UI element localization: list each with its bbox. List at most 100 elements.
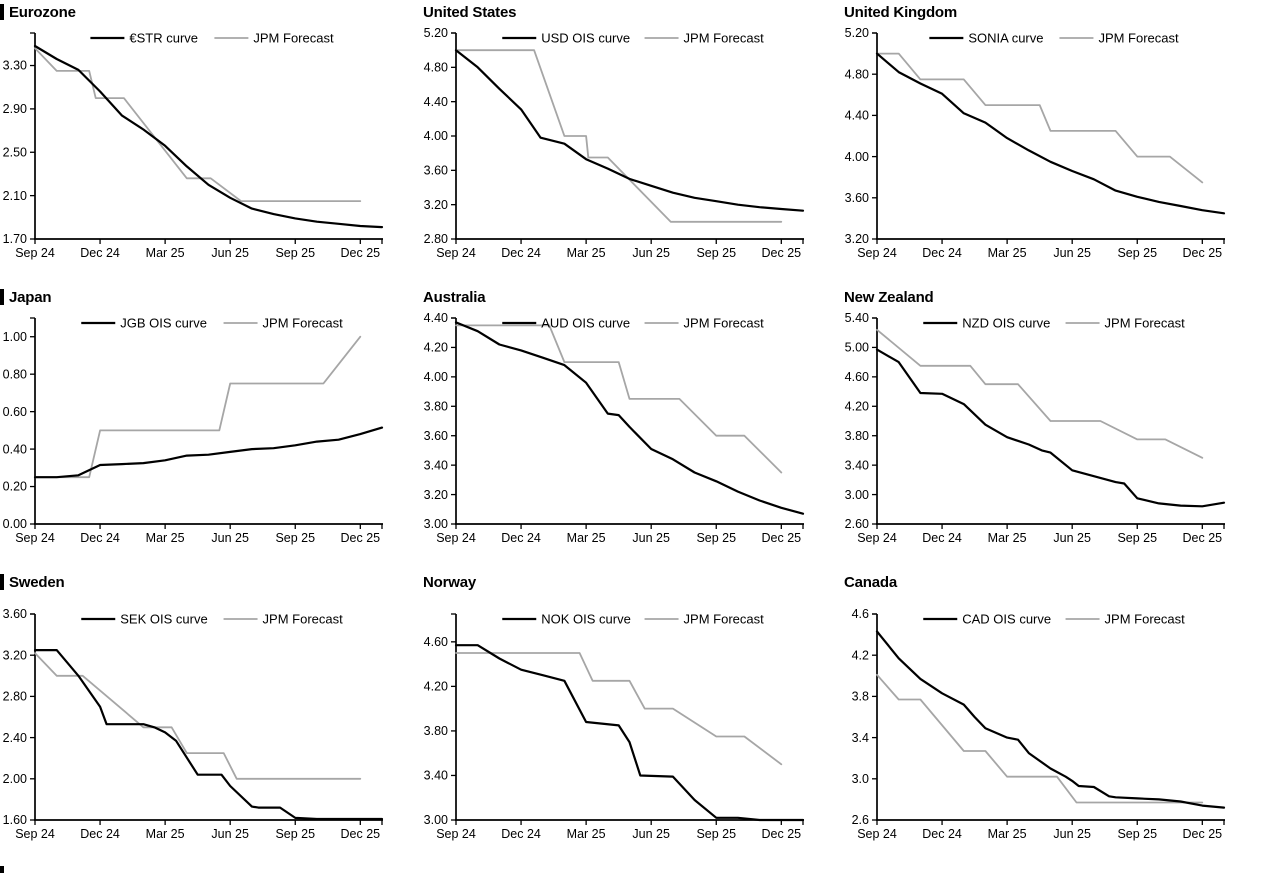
- x-tick-label: Mar 25: [988, 531, 1027, 545]
- x-tick-label: Sep 25: [1117, 531, 1157, 545]
- norway-plot: 3.00 3.40 3.80 4.20 4.60 Sep 24 Dec 24 Mar 25 Ju…: [424, 612, 805, 841]
- chart-eurozone: Eurozone 1.70 2.10 2.50 2.90 3.30 Sep 24 Dec 2…: [0, 0, 421, 285]
- y-tick-label: 3.20: [845, 232, 869, 246]
- legend-label: SEK OIS curve: [120, 612, 207, 627]
- legend: CAD OIS curve JPM Forecast: [923, 612, 1185, 627]
- x-tick-label: Mar 25: [567, 827, 606, 841]
- x-tick-label: Jun 25: [1053, 827, 1091, 841]
- x-tick-label: Sep 24: [436, 531, 476, 545]
- legend-label: AUD OIS curve: [541, 316, 630, 331]
- chart-sweden: Sweden 1.60 2.00 2.40 2.80 3.20 3.60 Sep 24 Dec…: [0, 570, 421, 873]
- y-tick-label: 2.50: [3, 145, 27, 159]
- x-tick-label: Dec 24: [922, 531, 962, 545]
- y-tick-label: 3.60: [845, 191, 869, 205]
- axes: 2.60 3.00 3.40 3.80 4.20 4.60 5.00 5.40 Sep 24 De…: [845, 311, 1225, 545]
- legend: NOK OIS curve JPM Forecast: [502, 612, 764, 627]
- series-ois-curve: [875, 630, 1226, 809]
- y-tick-label: 4.60: [845, 370, 869, 384]
- chart-title: United Kingdom: [844, 3, 958, 21]
- x-tick-label: Mar 25: [567, 246, 606, 260]
- legend-label: JPM Forecast: [263, 316, 344, 331]
- axes: 0.00 0.20 0.40 0.60 0.80 1.00 Sep 24 Dec 24 Mar …: [3, 317, 383, 545]
- y-tick-label: 3.80: [845, 429, 869, 443]
- y-tick-label: 3.80: [424, 724, 448, 738]
- chart-australia: Australia 3.00 3.20 3.40 3.60 3.80 4.00 4.20 4.…: [421, 285, 842, 570]
- y-tick-label: 5.20: [424, 26, 448, 40]
- chart-title: Canada: [844, 573, 897, 591]
- y-tick-label: 0.00: [3, 517, 27, 531]
- axes: 3.00 3.20 3.40 3.60 3.80 4.00 4.20 4.40 Sep 24 De…: [424, 311, 804, 545]
- title-row: Australia: [421, 287, 842, 307]
- legend-label: JPM Forecast: [684, 316, 765, 331]
- legend-label: JPM Forecast: [1105, 612, 1186, 627]
- title-row: Norway: [421, 572, 842, 592]
- x-tick-label: Dec 24: [80, 827, 120, 841]
- legend: JGB OIS curve JPM Forecast: [81, 316, 343, 331]
- legend-label: NZD OIS curve: [962, 316, 1050, 331]
- sweden-plot: 1.60 2.00 2.40 2.80 3.20 3.60 Sep 24 Dec 24 Mar …: [3, 607, 384, 841]
- x-tick-label: Dec 25: [341, 531, 381, 545]
- series-jpm-forecast: [34, 335, 362, 479]
- series-ois-curve: [33, 426, 384, 479]
- x-tick-label: Dec 24: [922, 246, 962, 260]
- x-tick-label: Sep 24: [436, 827, 476, 841]
- title-row: New Zealand: [842, 287, 1264, 307]
- x-tick-label: Jun 25: [211, 531, 249, 545]
- y-tick-label: 3.0: [852, 772, 869, 786]
- series-jpm-forecast: [455, 324, 783, 474]
- japan-plot: 0.00 0.20 0.40 0.60 0.80 1.00 Sep 24 Dec 24 Mar …: [3, 316, 384, 545]
- y-tick-label: 4.00: [845, 150, 869, 164]
- y-tick-label: 3.20: [3, 648, 27, 662]
- section-bar-partial: [0, 866, 4, 873]
- x-tick-label: Mar 25: [146, 531, 185, 545]
- canada-plot: 2.6 3.0 3.4 3.8 4.2 4.6 Sep 24 Dec 24 Mar 25 Jun …: [852, 607, 1226, 841]
- y-tick-label: 0.60: [3, 405, 27, 419]
- x-tick-label: Sep 24: [15, 827, 55, 841]
- y-tick-label: 2.80: [3, 690, 27, 704]
- y-tick-label: 0.40: [3, 442, 27, 456]
- series-jpm-forecast: [34, 47, 362, 203]
- y-tick-label: 4.20: [424, 341, 448, 355]
- x-tick-label: Dec 25: [762, 827, 802, 841]
- y-tick-label: 4.40: [424, 95, 448, 109]
- x-tick-label: Sep 25: [275, 531, 315, 545]
- y-tick-label: 4.40: [845, 109, 869, 123]
- x-tick-label: Jun 25: [211, 827, 249, 841]
- axes: 2.80 3.20 3.60 4.00 4.40 4.80 5.20 Sep 24 Dec 24…: [424, 26, 804, 260]
- legend: SEK OIS curve JPM Forecast: [81, 612, 343, 627]
- new-zealand-plot: 2.60 3.00 3.40 3.80 4.20 4.60 5.00 5.40 Sep 24 De…: [845, 311, 1226, 545]
- legend-label: USD OIS curve: [541, 31, 630, 46]
- x-tick-label: Dec 24: [501, 246, 541, 260]
- axes: 1.60 2.00 2.40 2.80 3.20 3.60 Sep 24 Dec 24 Mar …: [3, 607, 383, 841]
- section-bar: [0, 574, 4, 590]
- chart-title: Norway: [423, 573, 476, 591]
- chart-japan: Japan 0.00 0.20 0.40 0.60 0.80 1.00 Sep 24 Dec …: [0, 285, 421, 570]
- x-tick-label: Sep 25: [696, 531, 736, 545]
- series-ois-curve: [454, 321, 805, 515]
- y-tick-label: 5.20: [845, 26, 869, 40]
- y-tick-label: 2.00: [3, 772, 27, 786]
- y-tick-label: 4.20: [845, 399, 869, 413]
- series-jpm-forecast: [455, 652, 783, 766]
- chart-title: United States: [423, 3, 517, 21]
- axes: 1.70 2.10 2.50 2.90 3.30 Sep 24 Dec 24 Mar 25 Ju…: [3, 32, 383, 260]
- y-tick-label: 4.20: [424, 680, 448, 694]
- x-tick-label: Dec 24: [501, 827, 541, 841]
- title-row: Eurozone: [0, 2, 421, 22]
- y-tick-label: 2.90: [3, 102, 27, 116]
- x-tick-label: Jun 25: [1053, 246, 1091, 260]
- united-kingdom-plot: 3.20 3.60 4.00 4.40 4.80 5.20 Sep 24 Dec 24 Mar …: [845, 26, 1226, 260]
- axes: 2.6 3.0 3.4 3.8 4.2 4.6 Sep 24 Dec 24 Mar 25 Jun …: [852, 607, 1225, 841]
- x-tick-label: Dec 25: [341, 246, 381, 260]
- legend-label: JGB OIS curve: [120, 316, 207, 331]
- x-tick-label: Jun 25: [632, 827, 670, 841]
- y-tick-label: 3.40: [424, 458, 448, 472]
- chart-title: New Zealand: [844, 288, 934, 306]
- legend: €STR curve JPM Forecast: [90, 31, 334, 46]
- legend-label: JPM Forecast: [684, 31, 765, 46]
- x-tick-label: Jun 25: [1053, 531, 1091, 545]
- title-row: Japan: [0, 287, 421, 307]
- x-tick-label: Jun 25: [211, 246, 249, 260]
